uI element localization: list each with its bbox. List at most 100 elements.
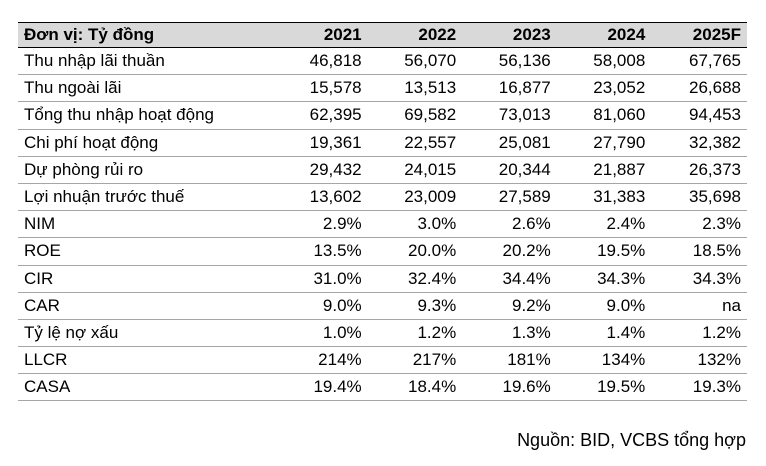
table-row: CAR 9.0% 9.3% 9.2% 9.0% na [18, 292, 747, 320]
cell-value: 32,382 [689, 132, 741, 152]
table-row: Dự phòng rủi ro 29,432 24,015 20,344 21,… [18, 156, 747, 184]
cell-value: 18.5% [692, 241, 741, 261]
row-label: ROE [24, 241, 61, 261]
cell-value: 34.3% [692, 268, 741, 288]
cell-value: 1.2% [702, 322, 741, 342]
cell-value: 20,344 [498, 159, 551, 179]
row-label: CIR [24, 268, 54, 288]
cell-value: 27,790 [593, 132, 646, 152]
table-row: Thu ngoài lãi 15,578 13,513 16,877 23,05… [18, 75, 747, 102]
cell-value: 9.3% [417, 295, 457, 315]
cell-value: 19.4% [313, 377, 362, 397]
cell-value: 24,015 [404, 159, 457, 179]
unit-header: Đơn vị: Tỷ đồng [24, 25, 155, 44]
cell-value: 19.5% [597, 241, 646, 261]
cell-value: 23,009 [404, 187, 457, 207]
table-row: Lợi nhuận trước thuế 13,602 23,009 27,58… [18, 183, 747, 211]
cell-value: 22,557 [404, 132, 457, 152]
cell-value: 2.6% [511, 214, 551, 234]
cell-value: 9.2% [511, 295, 551, 315]
cell-value: 2.3% [702, 214, 741, 234]
row-label: Lợi nhuận trước thuế [24, 187, 185, 207]
row-label: CASA [24, 377, 71, 397]
cell-value: 20.0% [407, 241, 457, 261]
cell-value: 181% [507, 350, 551, 370]
cell-value: 1.2% [417, 322, 457, 342]
cell-value: 46,818 [309, 51, 362, 71]
cell-value: 9.0% [322, 295, 362, 315]
row-label: LLCR [24, 350, 68, 370]
cell-value: 67,765 [689, 51, 741, 71]
cell-value: 73,013 [498, 105, 551, 125]
cell-value: 15,578 [309, 78, 362, 98]
cell-value: 13,513 [404, 78, 457, 98]
table-row: CIR 31.0% 32.4% 34.4% 34.3% 34.3% [18, 265, 747, 293]
cell-value: 1.4% [606, 322, 646, 342]
cell-value: 29,432 [309, 159, 362, 179]
cell-value: 18.4% [407, 377, 457, 397]
table-row: Chi phí hoạt động 19,361 22,557 25,081 2… [18, 129, 747, 157]
cell-value: 1.3% [511, 322, 551, 342]
cell-value: 81,060 [593, 105, 646, 125]
cell-value: 3.0% [417, 214, 457, 234]
row-label: Tỷ lệ nợ xấu [24, 322, 119, 342]
year-header: 2021 [323, 25, 362, 44]
cell-value: 25,081 [498, 132, 551, 152]
year-header: 2023 [512, 25, 551, 44]
cell-value: 27,589 [498, 187, 551, 207]
cell-value: 19.5% [597, 377, 646, 397]
table-header-row: Đơn vị: Tỷ đồng 2021 2022 2023 2024 2025… [18, 22, 747, 48]
cell-value: 32.4% [407, 268, 457, 288]
cell-value: 56,136 [498, 51, 551, 71]
cell-value: 19,361 [309, 132, 362, 152]
table-row: Thu nhập lãi thuần 46,818 56,070 56,136 … [18, 48, 747, 75]
cell-value: 217% [412, 350, 457, 370]
cell-value: na [722, 295, 741, 315]
cell-value: 16,877 [498, 78, 551, 98]
year-header: 2022 [418, 25, 457, 44]
cell-value: 13,602 [309, 187, 362, 207]
cell-value: 9.0% [606, 295, 646, 315]
row-label: Thu nhập lãi thuần [24, 51, 165, 71]
row-label: Tổng thu nhập hoạt động [24, 105, 214, 125]
cell-value: 34.3% [597, 268, 646, 288]
cell-value: 23,052 [593, 78, 646, 98]
table-row: Tỷ lệ nợ xấu 1.0% 1.2% 1.3% 1.4% 1.2% [18, 319, 747, 347]
cell-value: 19.3% [692, 377, 741, 397]
table-row: ROE 13.5% 20.0% 20.2% 19.5% 18.5% [18, 238, 747, 265]
cell-value: 58,008 [593, 51, 646, 71]
cell-value: 31,383 [593, 187, 646, 207]
year-header: 2025F [692, 25, 741, 44]
cell-value: 35,698 [689, 187, 741, 207]
row-label: Dự phòng rủi ro [24, 159, 144, 179]
cell-value: 132% [697, 350, 741, 370]
source-note: Nguồn: BID, VCBS tổng hợp [517, 430, 746, 450]
cell-value: 21,887 [593, 159, 646, 179]
table-row: LLCR 214% 217% 181% 134% 132% [18, 347, 747, 374]
cell-value: 20.2% [502, 241, 551, 261]
row-label: CAR [24, 295, 60, 315]
cell-value: 69,582 [404, 105, 457, 125]
cell-value: 31.0% [313, 268, 362, 288]
cell-value: 34.4% [502, 268, 551, 288]
year-header: 2024 [607, 25, 646, 44]
row-label: Chi phí hoạt động [24, 132, 159, 152]
financial-table: Đơn vị: Tỷ đồng 2021 2022 2023 2024 2025… [18, 22, 747, 401]
cell-value: 94,453 [689, 105, 741, 125]
cell-value: 2.9% [322, 214, 362, 234]
row-label: Thu ngoài lãi [24, 78, 122, 98]
cell-value: 26,373 [689, 159, 741, 179]
cell-value: 56,070 [404, 51, 457, 71]
table-row: CASA 19.4% 18.4% 19.6% 19.5% 19.3% [18, 374, 747, 401]
cell-value: 134% [601, 350, 646, 370]
cell-value: 1.0% [322, 322, 362, 342]
cell-value: 2.4% [606, 214, 646, 234]
cell-value: 26,688 [689, 78, 741, 98]
table-row: NIM 2.9% 3.0% 2.6% 2.4% 2.3% [18, 211, 747, 238]
cell-value: 214% [318, 350, 362, 370]
cell-value: 19.6% [502, 377, 551, 397]
cell-value: 62,395 [309, 105, 362, 125]
cell-value: 13.5% [313, 241, 362, 261]
table-row: Tổng thu nhập hoạt động 62,395 69,582 73… [18, 102, 747, 130]
row-label: NIM [24, 214, 56, 234]
